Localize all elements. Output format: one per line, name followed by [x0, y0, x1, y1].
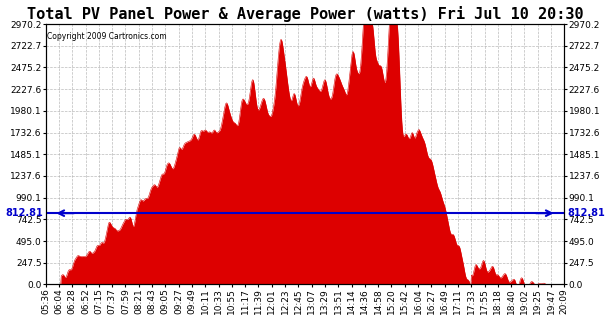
- Text: 812.81: 812.81: [5, 208, 43, 218]
- Title: Total PV Panel Power & Average Power (watts) Fri Jul 10 20:30: Total PV Panel Power & Average Power (wa…: [27, 5, 583, 21]
- Text: 812.81: 812.81: [567, 208, 605, 218]
- Text: Copyright 2009 Cartronics.com: Copyright 2009 Cartronics.com: [47, 32, 167, 41]
